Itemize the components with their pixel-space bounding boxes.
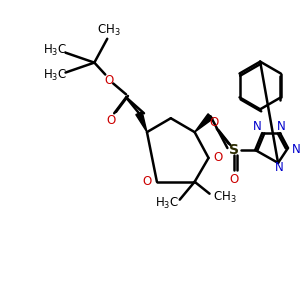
Text: H$_3$C: H$_3$C <box>155 196 179 211</box>
Text: N: N <box>277 120 285 133</box>
Text: N: N <box>275 161 284 174</box>
Text: N: N <box>292 142 300 155</box>
Text: H$_3$C: H$_3$C <box>43 43 67 58</box>
Text: O: O <box>106 114 116 127</box>
Text: O: O <box>210 116 219 129</box>
Polygon shape <box>195 114 213 132</box>
Text: O: O <box>105 74 114 87</box>
Text: CH$_3$: CH$_3$ <box>98 23 121 38</box>
Text: N: N <box>253 120 262 133</box>
Polygon shape <box>136 112 147 132</box>
Text: CH$_3$: CH$_3$ <box>213 190 236 205</box>
Text: S: S <box>230 143 239 157</box>
Text: O: O <box>214 152 223 164</box>
Text: O: O <box>230 173 239 186</box>
Text: O: O <box>142 175 152 188</box>
Text: H$_3$C: H$_3$C <box>43 68 67 83</box>
